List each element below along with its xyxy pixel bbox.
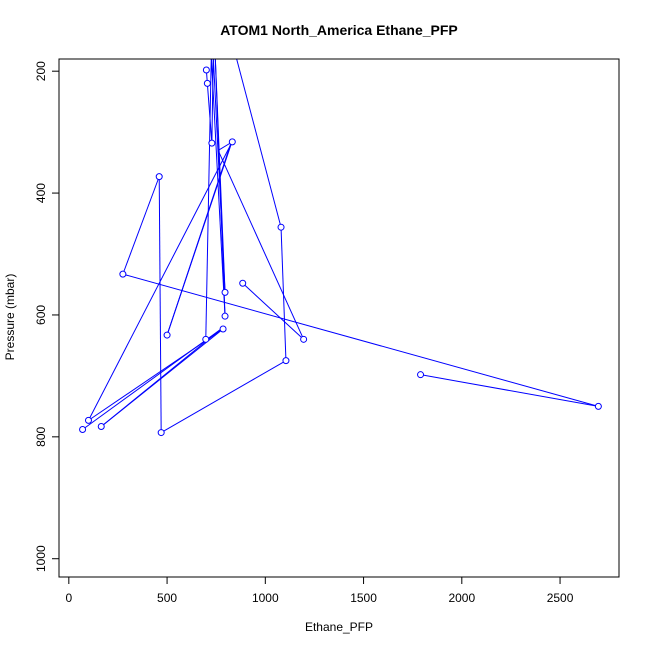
series-line-segment [420, 374, 599, 407]
chart-title: ATOM1 North_America Ethane_PFP [220, 22, 458, 38]
data-point [155, 173, 163, 181]
data-point [219, 325, 227, 333]
y-tick-label: 1000 [34, 545, 48, 572]
data-point [79, 426, 87, 434]
x-axis-label: Ethane_PFP [305, 620, 373, 634]
x-tick-label: 1000 [252, 591, 279, 605]
y-tick-label: 800 [34, 427, 48, 447]
data-point [221, 288, 229, 296]
data-point [239, 279, 247, 287]
data-point [208, 139, 216, 147]
data-point [277, 223, 285, 231]
data-point [417, 371, 425, 379]
series-line-segment [280, 227, 287, 361]
y-axis-label: Pressure (mbar) [3, 274, 17, 361]
plot-frame [58, 58, 620, 578]
plot-area [79, 59, 602, 437]
series-line-segment [236, 59, 282, 228]
data-point [163, 331, 171, 339]
x-tick-label: 2500 [547, 591, 574, 605]
series-line-segment [122, 176, 160, 275]
y-axis: 200 400 600 800 1000 [34, 61, 60, 572]
x-tick-label: 2000 [448, 591, 475, 605]
data-point [221, 312, 229, 320]
data-point [203, 79, 211, 87]
series-line-segment [217, 150, 305, 340]
series-line-segment [242, 282, 304, 340]
data-point [97, 422, 105, 430]
data-point [202, 66, 210, 74]
data-point [228, 138, 236, 146]
data-point [157, 429, 165, 437]
y-tick-label: 600 [34, 305, 48, 325]
data-point [594, 402, 602, 410]
data-point [202, 335, 210, 343]
series-line-segment [205, 59, 212, 340]
series-line-segment [160, 360, 287, 434]
x-tick-label: 0 [65, 591, 72, 605]
data-point [300, 335, 308, 343]
series-line-segment [82, 328, 222, 430]
data-point [119, 270, 127, 278]
series-line-segment [122, 273, 599, 407]
x-tick-label: 1500 [350, 591, 377, 605]
series-line-segment [166, 142, 232, 336]
y-tick-label: 400 [34, 183, 48, 203]
data-point [282, 357, 290, 365]
series-line-segment [211, 59, 214, 144]
x-axis: 0 500 1000 1500 2000 2500 [65, 576, 574, 605]
data-point [84, 416, 92, 424]
series-line-segment [214, 59, 226, 317]
series-line-segment [206, 83, 213, 144]
y-tick-label: 200 [34, 61, 48, 81]
x-tick-label: 500 [157, 591, 177, 605]
series-line-segment [158, 176, 162, 433]
series-line-segment [210, 59, 226, 317]
